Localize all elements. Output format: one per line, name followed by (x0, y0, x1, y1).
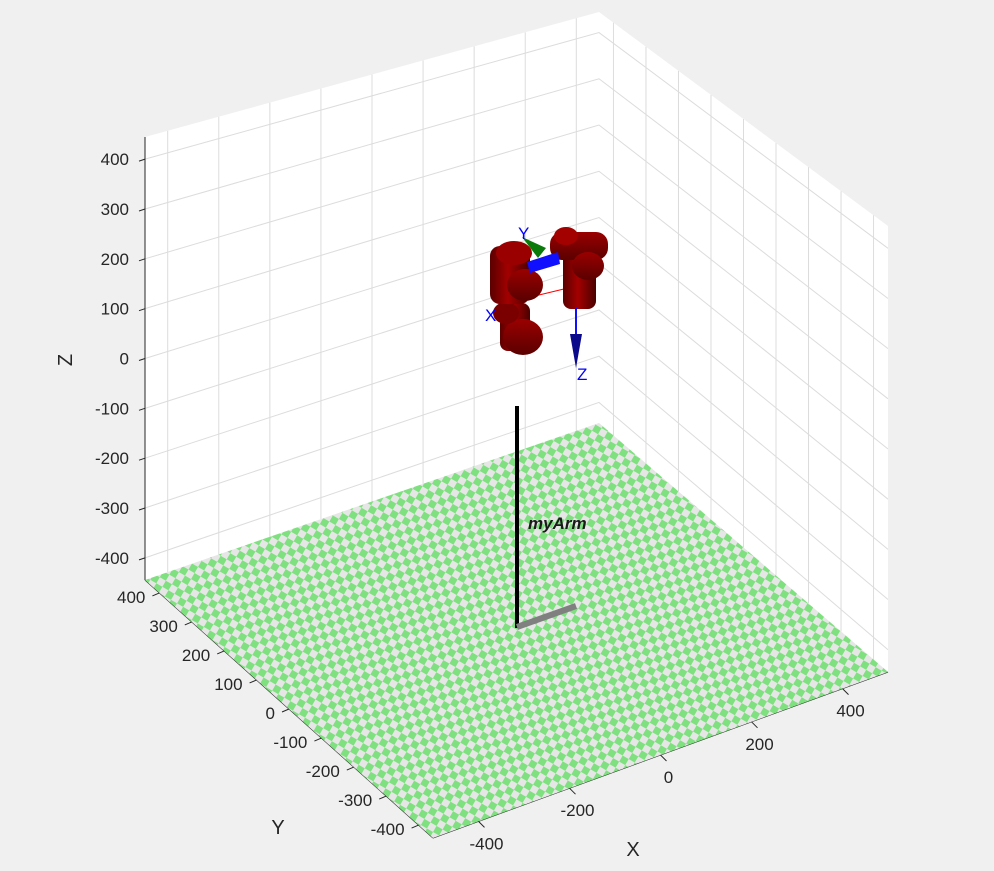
frame-y-arrow (522, 237, 546, 258)
y-tick-mark (314, 737, 322, 742)
z-tick-mark (138, 507, 146, 511)
elbow-joint (507, 269, 543, 301)
z-tick-label: -400 (95, 549, 129, 568)
y-tick-label: -100 (273, 733, 307, 752)
x-tick-mark (478, 821, 485, 828)
z-tick-labels: 400 300 200 100 0 -100 -200 -300 -400 (95, 150, 146, 568)
x-tick-mark (569, 787, 576, 795)
x-axis-label: X (626, 839, 639, 861)
z-tick-mark (138, 258, 146, 262)
z-grid-line (144, 216, 889, 450)
right-joint-top (554, 227, 578, 245)
robot-arm[interactable]: Y X Z (485, 224, 608, 384)
z-tick-label: 0 (120, 350, 129, 369)
robot-base[interactable]: myArm (515, 406, 587, 630)
base-marker (515, 603, 578, 630)
x-tick-mark (751, 721, 758, 729)
checkerboard-floor (145, 423, 888, 838)
z-grid-line (144, 32, 889, 249)
y-tick-mark (217, 650, 225, 655)
frame-label-z: Z (577, 365, 587, 384)
y-tick-mark (281, 708, 290, 713)
x-tick-labels: -400 -200 0 200 400 (469, 688, 865, 853)
x-tick-mark (660, 754, 667, 762)
z-tick-mark (138, 158, 146, 162)
y-tick-label: 300 (149, 617, 177, 636)
frame-label-y: Y (518, 224, 529, 243)
y-tick-mark (152, 592, 160, 597)
z-grid-line (144, 170, 889, 400)
y-tick-mark (379, 795, 387, 800)
y-tick-label: -200 (306, 762, 340, 781)
x-tick-label: -200 (560, 801, 594, 820)
z-tick-label: 300 (101, 200, 129, 219)
upper-left-cap (496, 241, 532, 265)
z-tick-mark (138, 358, 146, 361)
z-axis-label: Z (55, 354, 77, 366)
y-tick-label: 0 (266, 704, 275, 723)
lower-joint-cap (493, 302, 519, 324)
y-tick-label: 400 (117, 588, 145, 607)
z-tick-label: -300 (95, 499, 129, 518)
x-tick-label: 0 (664, 768, 673, 787)
x-tick-label: -400 (469, 834, 503, 853)
z-grid-line (144, 309, 889, 550)
z-grid-line (144, 355, 889, 600)
z-tick-label: -100 (95, 399, 129, 418)
robot-name-label: myArm (528, 514, 587, 533)
y-tick-mark (346, 766, 354, 771)
lower-joint (503, 319, 543, 355)
y-tick-mark (249, 679, 257, 684)
z-grid-line (144, 401, 889, 651)
x-tick-label: 200 (745, 735, 773, 754)
z-tick-label: -200 (95, 449, 129, 468)
frame-z-arrow-horizontal (527, 252, 560, 273)
frame-label-x: X (485, 306, 496, 325)
z-tick-mark (138, 457, 146, 461)
right-joint-lower (572, 252, 604, 280)
y-tick-label: -300 (338, 791, 372, 810)
z-tick-mark (138, 208, 146, 212)
y-tick-mark (411, 824, 419, 829)
x-tick-mark (842, 688, 849, 695)
y-tick-mark (184, 621, 192, 626)
z-tick-label: 400 (101, 150, 129, 169)
frame-z-arrow (570, 334, 582, 368)
y-axis-label: Y (271, 817, 284, 839)
z-grid-line (144, 124, 889, 350)
x-tick-label: 400 (836, 702, 864, 721)
z-grid-line (144, 78, 889, 299)
y-tick-label: 200 (182, 646, 210, 665)
z-tick-mark (138, 557, 146, 561)
grid-lines (144, 18, 889, 660)
z-tick-label: 200 (101, 250, 129, 269)
y-tick-label: -400 (371, 820, 405, 839)
z-tick-label: 100 (101, 300, 129, 319)
z-tick-mark (138, 308, 146, 312)
z-tick-mark (138, 407, 146, 411)
y-tick-label: 100 (214, 675, 242, 694)
